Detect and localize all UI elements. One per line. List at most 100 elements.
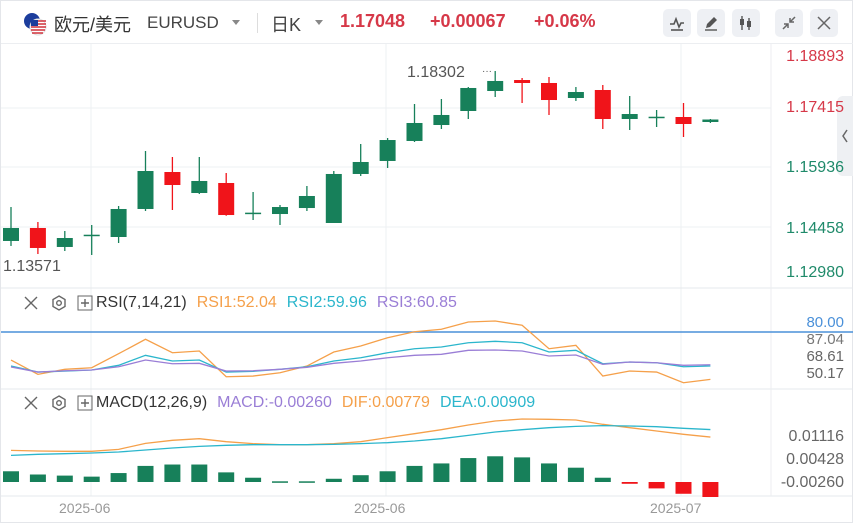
macd-histogram-bar [3,471,19,482]
rsi3-value: RSI3:60.85 [376,294,457,311]
macd-legend: MACD(12,26,9) MACD:-0.00260 DIF:0.00779 … [23,394,545,412]
price-axis-label: 1.15936 [786,159,844,176]
candle-up [325,173,342,223]
price-axis-label: 1.17415 [786,99,844,116]
macd-histogram-bar [514,457,531,482]
remove-indicator-icon[interactable] [23,295,39,311]
dea-line [10,425,711,457]
symbol-code[interactable]: EURUSD [147,13,219,32]
candle-up [433,114,450,126]
close-button[interactable] [810,9,838,37]
candle-up [487,80,504,91]
candle-up [379,140,396,161]
candle-up [460,87,477,111]
macd-histogram-bar [594,477,611,482]
macd-histogram-bar [433,463,450,482]
candle-up [245,212,262,215]
indicator-button[interactable] [663,9,691,37]
candle-up [567,92,584,99]
candle-up [272,207,288,215]
macd-value: MACD:-0.00260 [217,394,332,411]
collapse-arrows-icon [782,16,796,30]
date-label: 2025-06 [354,500,406,516]
draw-button[interactable] [697,9,725,37]
rsi-axis-label: 87.04 [806,331,844,348]
candle-up [83,234,100,237]
macd-axis-label: 0.01116 [788,428,844,445]
rsi-title: RSI(7,14,21) [96,294,187,311]
macd-histogram-bar [648,482,665,489]
candle-up [191,180,208,194]
candle-down [514,80,531,83]
date-label: 2025-07 [650,500,702,516]
collapse-button[interactable] [775,9,803,37]
toolbar: 欧元/美元 EURUSD 日K 1.17048 +0.00067 +0.06% [1,1,853,44]
high-price-marker: 1.18302 [407,64,465,81]
dif-value: DIF:0.00779 [341,394,430,411]
candle-up [137,171,154,209]
macd-histogram-bar [191,464,208,482]
candle-up [406,122,423,141]
rsi1-line [10,320,711,384]
candle-up [298,195,315,209]
candlestick-chart[interactable]: ··· [1,44,853,524]
macd-histogram-bar [406,465,423,482]
period-dropdown-icon[interactable] [315,20,323,25]
high-marker-dots: ··· [482,66,492,77]
rsi2-line [10,340,711,373]
period-selector[interactable]: 日K [271,15,302,35]
candle-up [110,208,127,237]
macd-histogram-bar [110,473,127,482]
candle-down [594,89,611,120]
candle-up [352,161,369,174]
rsi1-value: RSI1:52.04 [196,294,277,311]
price-change: +0.00067 [430,11,506,31]
candle-up [648,116,665,119]
dea-value: DEA:0.00909 [439,394,536,411]
expand-icon[interactable] [77,295,93,311]
price-axis-label: 1.18893 [786,48,844,65]
settings-icon[interactable] [51,395,67,411]
low-price-marker: 1.13571 [3,258,61,275]
close-icon [817,16,831,30]
symbol-dropdown-icon[interactable] [232,20,240,25]
candle-down [164,172,181,186]
chevron-left-icon [842,129,848,143]
macd-histogram-bar [325,478,342,482]
remove-indicator-icon[interactable] [23,395,39,411]
macd-histogram-bar [83,476,100,482]
candle-up [702,119,719,122]
macd-axis-label: 0.00428 [786,451,844,468]
side-panel-toggle[interactable] [837,96,853,176]
settings-icon[interactable] [51,295,67,311]
price-axis-label: 1.14458 [786,220,844,237]
macd-axis-label: -0.00260 [780,474,844,491]
rsi-axis-label: 50.17 [806,365,844,382]
macd-histogram-bar [137,465,154,482]
pair-name[interactable]: 欧元/美元 [54,15,132,35]
date-label: 2025-06 [59,500,111,516]
candle-type-button[interactable] [732,9,760,37]
macd-histogram-bar [460,458,477,482]
candle-down [29,227,46,248]
macd-histogram-bar [29,474,46,482]
macd-histogram-bar [56,475,73,482]
indicator-icon [670,16,684,31]
candle-down [675,116,692,124]
rsi-axis-label: 80.00 [806,314,844,331]
candle-up [3,227,19,241]
macd-histogram-bar [379,471,396,482]
macd-histogram-bar [352,475,369,482]
candle-up [621,114,638,120]
macd-histogram-bar [272,481,288,483]
candle-down [541,82,557,101]
expand-icon[interactable] [77,395,93,411]
rsi-axis-label: 68.61 [806,348,844,365]
divider [257,13,258,33]
rsi2-value: RSI2:59.96 [286,294,367,311]
macd-histogram-bar [218,472,235,482]
macd-histogram-bar [164,464,181,482]
pencil-icon [705,17,717,31]
macd-title: MACD(12,26,9) [96,394,208,411]
rsi3-line [10,349,711,373]
